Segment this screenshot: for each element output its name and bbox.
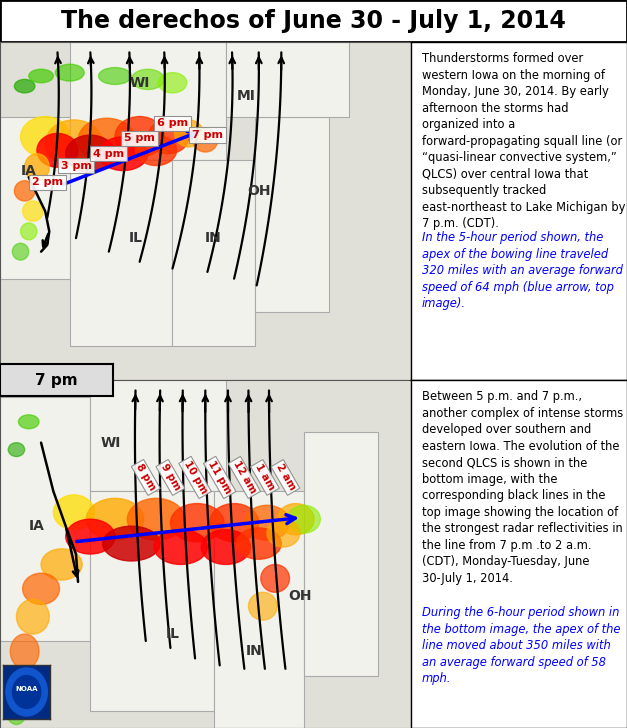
Ellipse shape xyxy=(193,128,218,152)
Text: IA: IA xyxy=(29,519,45,533)
Ellipse shape xyxy=(171,504,224,542)
Ellipse shape xyxy=(23,573,60,604)
Ellipse shape xyxy=(236,528,282,559)
Ellipse shape xyxy=(55,64,84,81)
Text: IN: IN xyxy=(205,232,222,245)
Text: 7 pm: 7 pm xyxy=(35,373,78,387)
Ellipse shape xyxy=(21,116,70,157)
Ellipse shape xyxy=(103,526,160,561)
Text: 8 pm: 8 pm xyxy=(134,462,157,493)
Ellipse shape xyxy=(132,69,164,90)
Ellipse shape xyxy=(13,243,29,260)
Polygon shape xyxy=(90,380,226,491)
Text: 3 pm: 3 pm xyxy=(61,160,92,170)
Ellipse shape xyxy=(23,201,43,221)
Polygon shape xyxy=(226,42,349,116)
Text: IL: IL xyxy=(129,232,142,245)
Text: Between 5 p.m. and 7 p.m., another complex of intense storms developed over sout: Between 5 p.m. and 7 p.m., another compl… xyxy=(421,390,623,585)
Ellipse shape xyxy=(14,181,35,201)
Text: NOAA: NOAA xyxy=(16,687,38,692)
Ellipse shape xyxy=(10,634,39,669)
Text: The derechos of June 30 - July 1, 2014: The derechos of June 30 - July 1, 2014 xyxy=(61,9,566,33)
Ellipse shape xyxy=(98,68,132,84)
Ellipse shape xyxy=(98,137,148,170)
Text: 11 pm: 11 pm xyxy=(206,459,233,496)
Text: WI: WI xyxy=(129,76,150,90)
Text: OH: OH xyxy=(247,184,270,198)
Ellipse shape xyxy=(267,519,300,547)
Ellipse shape xyxy=(261,564,290,593)
Ellipse shape xyxy=(127,499,185,540)
Ellipse shape xyxy=(245,505,290,540)
Text: During the 6-hour period shown in the bottom image, the apex of the line moved a: During the 6-hour period shown in the bo… xyxy=(421,606,620,685)
Text: 10 pm: 10 pm xyxy=(182,459,209,496)
Ellipse shape xyxy=(78,118,135,162)
Text: 5 pm: 5 pm xyxy=(124,133,155,143)
Polygon shape xyxy=(70,160,172,347)
Text: IA: IA xyxy=(21,164,37,178)
Ellipse shape xyxy=(288,505,320,533)
Ellipse shape xyxy=(18,415,39,429)
Ellipse shape xyxy=(154,530,208,564)
Ellipse shape xyxy=(14,79,35,93)
Ellipse shape xyxy=(201,530,251,564)
Polygon shape xyxy=(0,397,90,641)
Polygon shape xyxy=(255,116,329,312)
Ellipse shape xyxy=(8,443,24,456)
Ellipse shape xyxy=(248,593,277,620)
Ellipse shape xyxy=(158,73,187,93)
Polygon shape xyxy=(214,491,304,728)
Text: IL: IL xyxy=(166,627,179,641)
Polygon shape xyxy=(172,160,255,347)
Text: 4 pm: 4 pm xyxy=(93,149,124,159)
Text: 12 am: 12 am xyxy=(231,459,258,496)
Ellipse shape xyxy=(29,69,53,83)
Text: OH: OH xyxy=(288,589,312,603)
Ellipse shape xyxy=(87,499,144,540)
Text: 6 pm: 6 pm xyxy=(157,118,188,128)
Text: WI: WI xyxy=(101,435,121,450)
Text: MI: MI xyxy=(237,90,256,103)
Ellipse shape xyxy=(21,223,37,240)
Ellipse shape xyxy=(66,519,115,554)
Circle shape xyxy=(13,676,41,708)
Text: 1 am: 1 am xyxy=(253,462,277,492)
Text: 2 pm: 2 pm xyxy=(32,178,63,187)
Text: In the 5-hour period shown, the apex of the bowing line traveled 320 miles with : In the 5-hour period shown, the apex of … xyxy=(421,232,623,310)
Ellipse shape xyxy=(8,669,33,704)
Ellipse shape xyxy=(209,504,259,542)
Ellipse shape xyxy=(277,504,314,535)
Ellipse shape xyxy=(66,135,115,173)
Ellipse shape xyxy=(41,549,82,580)
Polygon shape xyxy=(90,491,214,711)
Ellipse shape xyxy=(174,120,203,147)
Text: IN: IN xyxy=(246,644,263,658)
Text: Thunderstorms formed over western Iowa on the morning of Monday, June 30, 2014. : Thunderstorms formed over western Iowa o… xyxy=(421,52,625,230)
Text: 2 am: 2 am xyxy=(274,462,297,492)
Ellipse shape xyxy=(45,120,103,167)
Ellipse shape xyxy=(53,495,95,530)
Ellipse shape xyxy=(24,154,50,181)
Ellipse shape xyxy=(148,120,189,154)
Polygon shape xyxy=(0,116,70,279)
Ellipse shape xyxy=(6,697,27,724)
Polygon shape xyxy=(70,42,226,160)
Ellipse shape xyxy=(37,133,78,167)
Circle shape xyxy=(6,668,48,716)
Ellipse shape xyxy=(16,599,50,634)
Ellipse shape xyxy=(115,116,164,157)
Text: 9 pm: 9 pm xyxy=(159,462,182,493)
Polygon shape xyxy=(304,432,378,676)
Text: 7 pm: 7 pm xyxy=(192,130,223,140)
Ellipse shape xyxy=(135,135,177,165)
